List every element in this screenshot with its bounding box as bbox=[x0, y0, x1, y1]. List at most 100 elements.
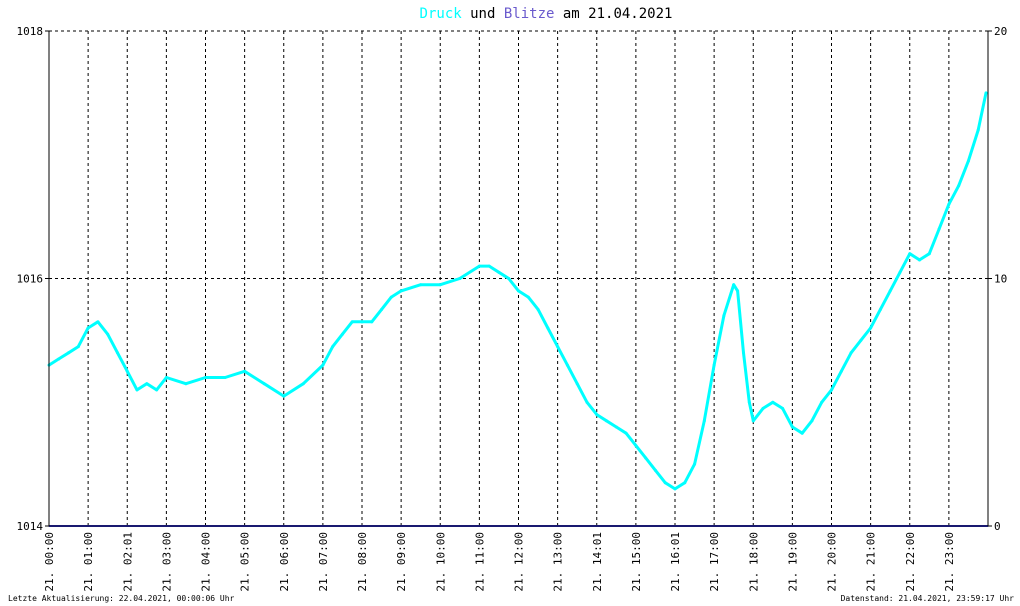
pressure-point bbox=[243, 369, 247, 373]
x-tick-label: 21. 21:00 bbox=[865, 532, 878, 592]
pressure-point bbox=[438, 283, 442, 287]
pressure-point bbox=[380, 307, 384, 311]
grid-lines bbox=[49, 30, 989, 527]
x-tick-label: 21. 10:00 bbox=[434, 532, 447, 592]
pressure-point bbox=[790, 425, 794, 429]
title-part-0: Druck bbox=[420, 6, 463, 22]
pressure-point bbox=[575, 382, 579, 386]
pressure-point bbox=[741, 351, 745, 355]
x-tick-label: 21. 20:00 bbox=[826, 532, 839, 592]
x-tick-label: 21. 05:00 bbox=[239, 532, 252, 592]
pressure-point bbox=[57, 357, 61, 361]
pressure-point bbox=[145, 382, 149, 386]
plot-area bbox=[47, 91, 989, 527]
pressure-point bbox=[830, 388, 833, 392]
pressure-point bbox=[350, 320, 354, 324]
pressure-point bbox=[722, 314, 726, 318]
pressure-point bbox=[898, 270, 902, 274]
x-tick-label: 21. 12:00 bbox=[513, 532, 526, 592]
pressure-point bbox=[419, 283, 423, 287]
pressure-point bbox=[859, 338, 863, 342]
pressure-point bbox=[517, 289, 520, 293]
pressure-point bbox=[634, 444, 638, 448]
pressure-point bbox=[957, 184, 961, 188]
pressure-point bbox=[908, 252, 912, 256]
pressure-point bbox=[223, 376, 227, 379]
x-tick-label: 21. 06:00 bbox=[278, 532, 291, 592]
pressure-point bbox=[663, 481, 667, 485]
pressure-point bbox=[86, 326, 90, 330]
pressure-point bbox=[761, 406, 765, 410]
x-tick-label: 21. 01:00 bbox=[82, 532, 95, 592]
pressure-point bbox=[507, 277, 511, 280]
x-tick-label: 21. 22:00 bbox=[904, 532, 917, 592]
pressure-point bbox=[184, 382, 188, 386]
x-tick-label: 21. 02:01 bbox=[121, 532, 134, 592]
pressure-point bbox=[115, 351, 119, 355]
pressure-point bbox=[820, 400, 824, 404]
pressure-point bbox=[747, 400, 751, 404]
x-tick-label: 21. 23:00 bbox=[943, 532, 956, 592]
x-tick-label: 21. 08:00 bbox=[356, 532, 369, 592]
pressure-point bbox=[614, 425, 618, 429]
x-tick-label: 21. 15:00 bbox=[630, 532, 643, 592]
pressure-point bbox=[624, 431, 628, 435]
pressure-point bbox=[546, 326, 550, 330]
x-tick-label: 21. 04:00 bbox=[200, 532, 213, 592]
pressure-point bbox=[458, 277, 462, 280]
pressure-point bbox=[771, 400, 775, 404]
pressure-point bbox=[389, 295, 393, 299]
pressure-point bbox=[399, 289, 403, 293]
pressure-point bbox=[800, 431, 804, 435]
pressure-point bbox=[595, 413, 599, 417]
pressure-point bbox=[732, 283, 736, 287]
pressure-point bbox=[125, 369, 129, 373]
pressure-point bbox=[282, 394, 286, 398]
footer-data-status: Datenstand: 21.04.2021, 23:59:17 Uhr bbox=[841, 594, 1015, 603]
pressure-point bbox=[96, 320, 100, 324]
x-tick-label: 21. 03:00 bbox=[160, 532, 173, 592]
y-right-tick-label: 20 bbox=[994, 25, 1007, 38]
pressure-point bbox=[262, 382, 266, 386]
pressure-point bbox=[947, 202, 951, 206]
y-right-tick-label: 10 bbox=[994, 273, 1007, 286]
y-right-tick-label: 0 bbox=[994, 520, 1001, 533]
pressure-point bbox=[497, 270, 501, 274]
pressure-point bbox=[301, 382, 305, 386]
pressure-point bbox=[673, 487, 677, 491]
pressure-point bbox=[653, 468, 657, 472]
title-part-2: Blitze bbox=[504, 6, 555, 22]
pressure-point bbox=[976, 128, 980, 132]
pressure-point bbox=[927, 252, 931, 256]
pressure-point bbox=[106, 332, 110, 336]
x-tick-label: 21. 13:00 bbox=[552, 532, 565, 592]
pressure-point bbox=[849, 351, 853, 355]
pressure-point bbox=[340, 332, 344, 336]
y-left-tick-label: 1014 bbox=[17, 520, 44, 533]
pressure-point bbox=[204, 376, 207, 379]
pressure-point bbox=[751, 419, 755, 423]
pressure-point bbox=[781, 406, 785, 410]
pressure-point bbox=[683, 481, 687, 485]
x-tick-label: 21. 00:00 bbox=[43, 532, 56, 592]
pressure-point bbox=[155, 388, 159, 392]
x-tick-label: 21. 19:00 bbox=[786, 532, 799, 592]
pressure-point bbox=[918, 258, 922, 262]
x-tick-label: 21. 14:01 bbox=[591, 532, 604, 592]
pressure-point bbox=[702, 419, 706, 423]
pressure-point bbox=[526, 295, 530, 299]
footer-last-update: Letzte Aktualisierung: 22.04.2021, 00:00… bbox=[8, 594, 235, 603]
x-axis-ticks: 21. 00:00 21. 01:00 21. 02:01 21. 03:00 21. … bbox=[43, 532, 956, 592]
pressure-point bbox=[644, 456, 648, 460]
pressure-point bbox=[605, 419, 609, 423]
pressure-point bbox=[360, 320, 364, 324]
pressure-point bbox=[839, 369, 843, 373]
x-tick-label: 21. 17:00 bbox=[708, 532, 721, 592]
pressure-point bbox=[164, 376, 168, 379]
x-tick-label: 21. 11:00 bbox=[473, 532, 486, 592]
pressure-point bbox=[487, 264, 491, 268]
x-tick-label: 21. 07:00 bbox=[317, 532, 330, 592]
pressure-point bbox=[331, 345, 335, 349]
